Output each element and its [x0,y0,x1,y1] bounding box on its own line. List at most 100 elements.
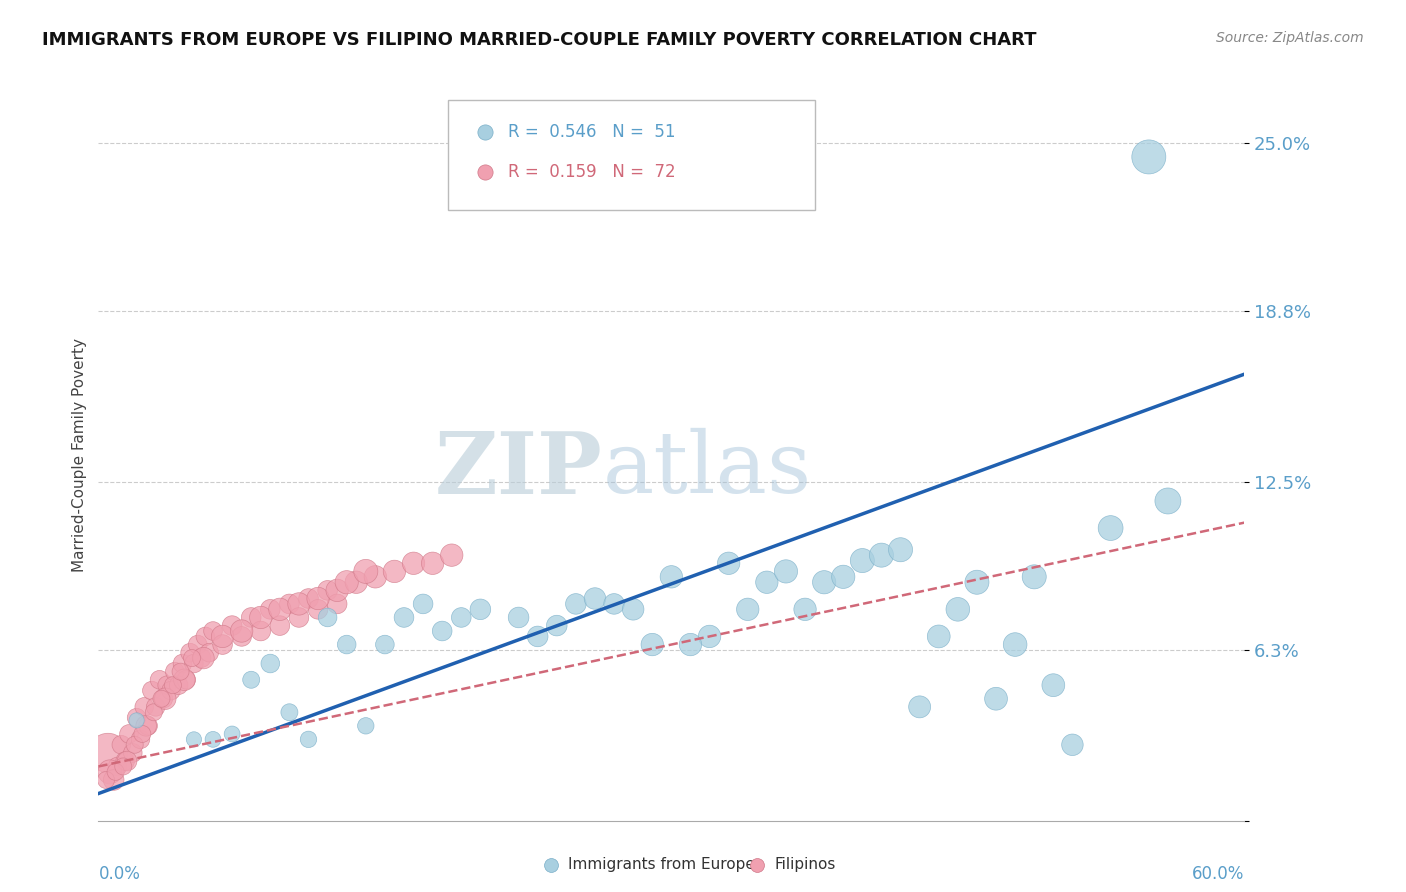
Text: Immigrants from Europe: Immigrants from Europe [568,857,755,872]
Point [249,610,271,624]
Point [183,732,205,747]
Point [641,638,664,652]
Point [755,575,778,590]
Point [422,556,444,570]
Point [156,678,179,692]
Text: Source: ZipAtlas.com: Source: ZipAtlas.com [1216,31,1364,45]
Point [198,646,221,660]
Point [125,711,148,725]
Point [794,602,817,616]
Point [110,738,132,752]
Point [307,591,329,606]
Point [269,618,291,632]
Point [190,651,212,665]
Point [173,673,195,687]
Point [231,629,253,643]
Point [135,719,157,733]
Point [107,759,129,773]
Point [240,673,263,687]
Point [737,602,759,616]
Point [392,610,415,624]
Point [114,754,136,768]
Text: 0.0%: 0.0% [98,864,141,882]
Point [1157,494,1180,508]
Point [211,638,233,652]
Point [336,638,359,652]
Point [136,719,159,733]
Point [278,706,301,720]
Point [966,575,988,590]
Point [152,691,174,706]
Y-axis label: Married-Couple Family Poverty: Married-Couple Family Poverty [72,338,87,572]
Point [546,618,568,632]
Point [278,597,301,611]
Point [181,651,204,665]
Point [150,691,173,706]
Point [94,772,117,787]
Point [141,683,163,698]
Point [1024,570,1046,584]
Point [115,754,138,768]
Point [288,610,311,624]
Point [202,624,225,638]
Point [259,657,281,671]
Point [297,732,319,747]
Point [699,629,721,643]
Point [326,597,349,611]
Point [297,591,319,606]
Text: 60.0%: 60.0% [1192,864,1244,882]
Point [163,665,186,679]
Point [344,575,367,590]
Point [326,583,349,598]
Point [148,673,170,687]
Point [202,732,225,747]
Point [167,678,190,692]
Point [1042,678,1064,692]
Point [129,732,152,747]
Point [661,570,683,584]
Point [316,610,339,624]
Point [470,602,492,616]
Point [354,565,377,579]
Point [851,553,873,567]
Point [603,597,626,611]
Point [118,727,141,741]
Point [440,548,463,562]
Point [134,699,156,714]
Point [231,624,253,638]
Text: R =  0.159   N =  72: R = 0.159 N = 72 [508,163,675,181]
Point [889,542,911,557]
Point [354,719,377,733]
Point [1062,738,1084,752]
Point [179,646,201,660]
Point [124,738,146,752]
Point [125,714,148,728]
Point [98,764,121,779]
Point [155,691,177,706]
Point [583,591,606,606]
Point [832,570,855,584]
Point [288,597,311,611]
Point [131,727,153,741]
Point [104,764,127,779]
Point [1099,521,1122,535]
Point [187,638,209,652]
Point [488,123,510,137]
Point [221,618,243,632]
Point [145,699,167,714]
Point [97,746,120,760]
Point [928,629,950,643]
Point [249,624,271,638]
Point [1137,150,1160,164]
Point [621,602,644,616]
Point [211,629,233,643]
Point [1004,638,1026,652]
Point [112,759,135,773]
Point [364,570,387,584]
FancyBboxPatch shape [449,100,814,210]
Point [450,610,472,624]
Point [307,602,329,616]
Point [142,706,165,720]
Point [240,610,263,624]
Point [412,597,434,611]
